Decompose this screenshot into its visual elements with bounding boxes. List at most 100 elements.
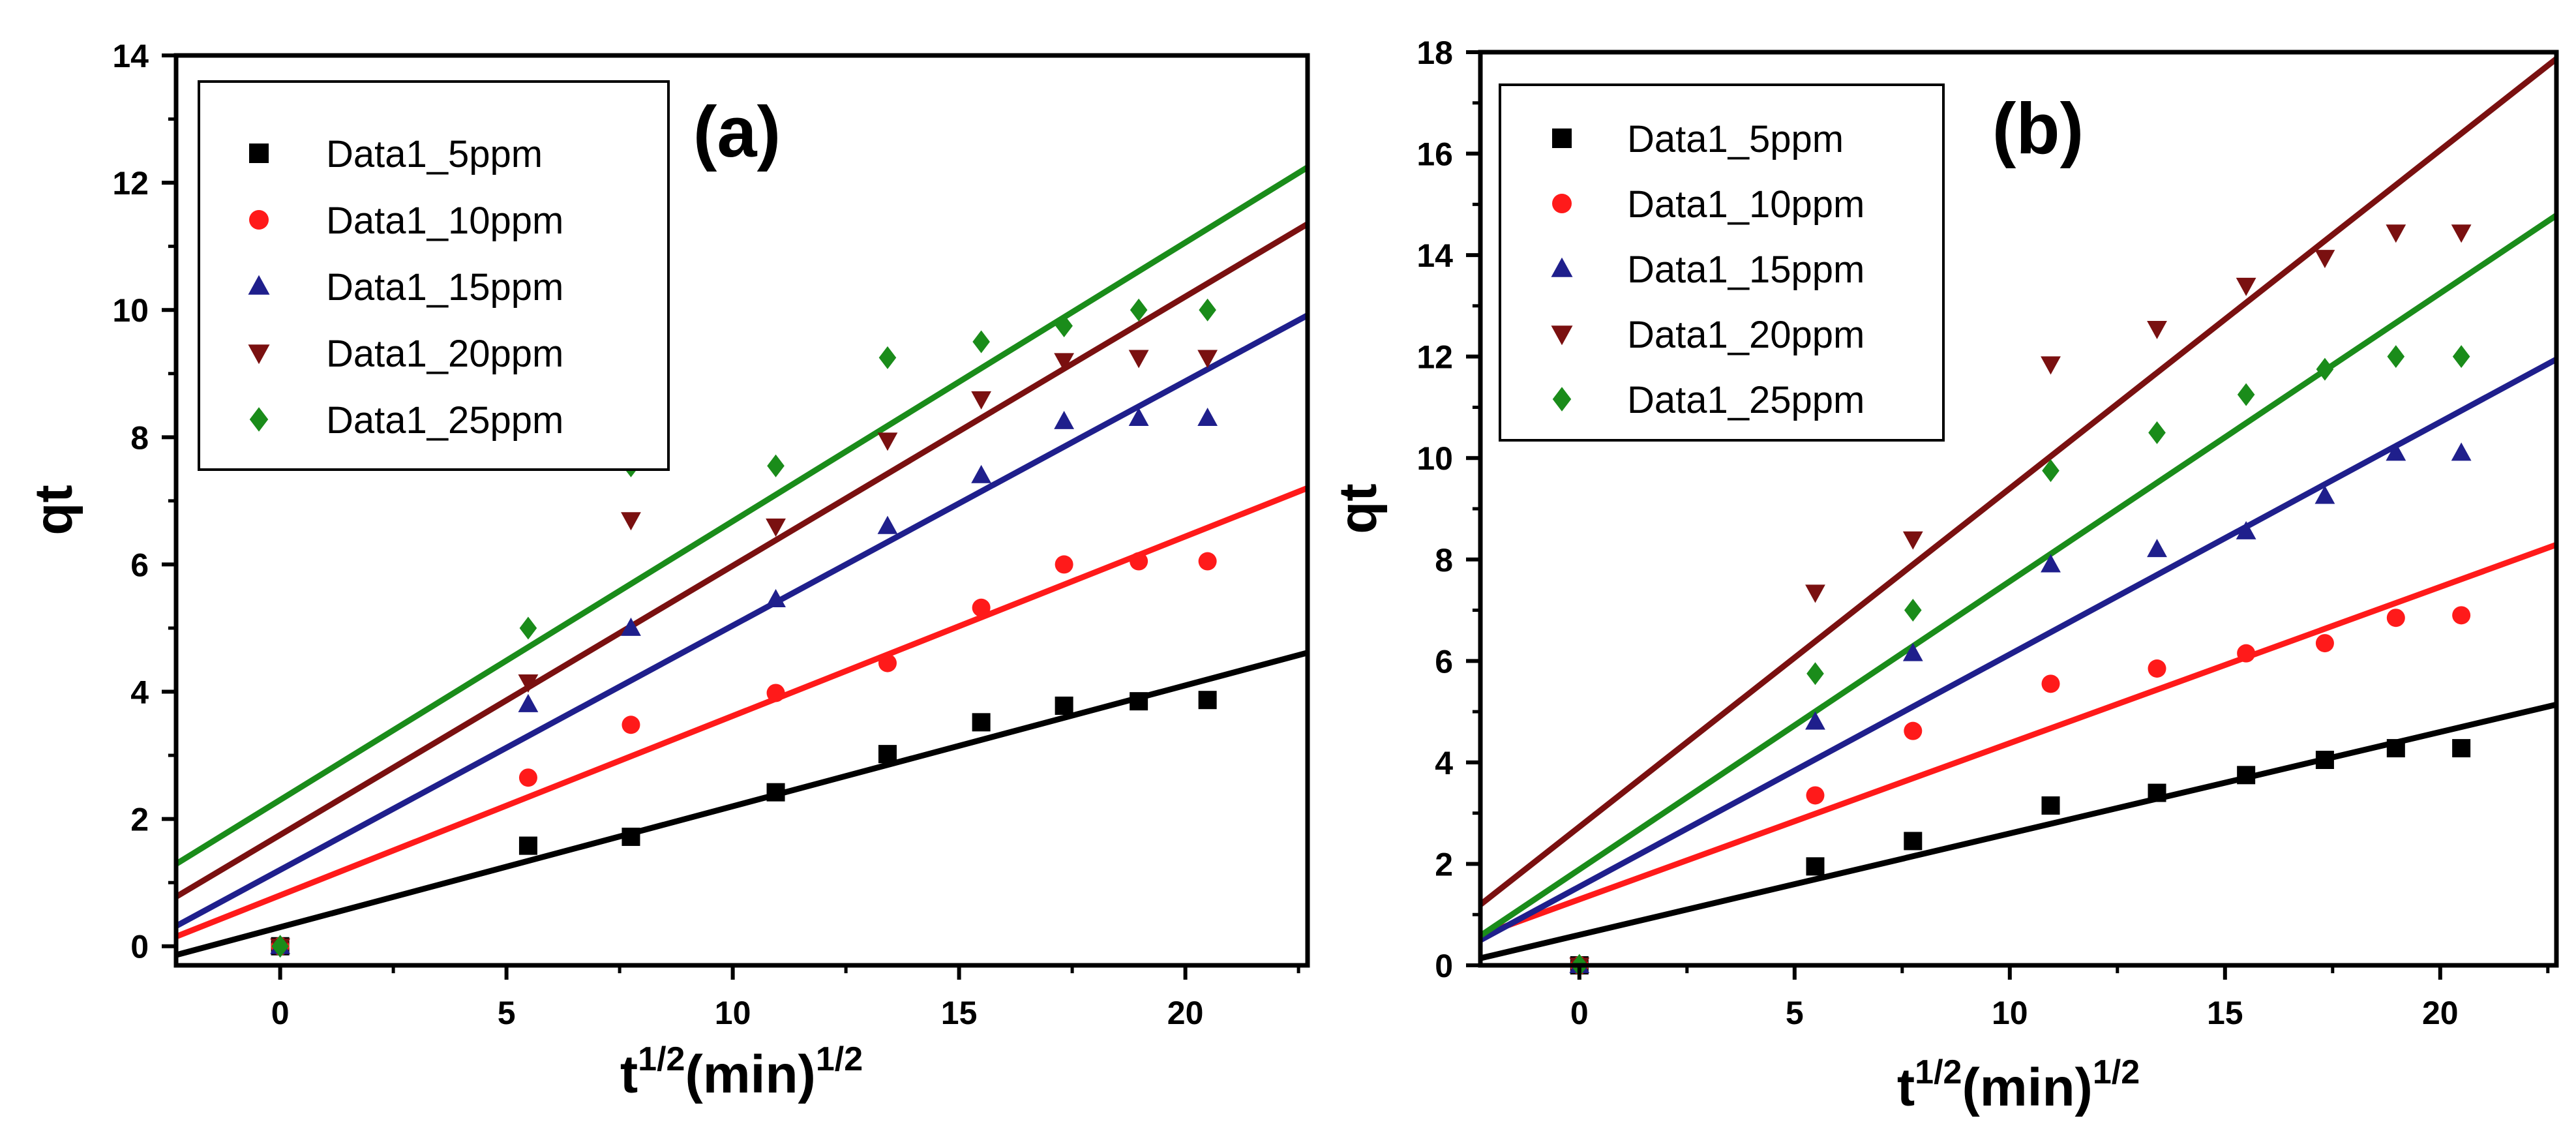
y-axis-title: qt bbox=[1328, 483, 1388, 534]
data-point bbox=[1904, 832, 1923, 851]
x-axis-title-base: t bbox=[1897, 1058, 1915, 1117]
data-point bbox=[1199, 298, 1216, 322]
data-point bbox=[2386, 739, 2405, 758]
fit-line-data1-10ppm bbox=[1480, 541, 2556, 939]
data-point bbox=[2451, 442, 2472, 461]
legend-marker bbox=[1552, 194, 1572, 213]
y-tick-label: 12 bbox=[112, 165, 149, 202]
data-point bbox=[2386, 442, 2406, 461]
legend-marker bbox=[1552, 387, 1572, 412]
data-point bbox=[2148, 783, 2166, 802]
data-point bbox=[1130, 552, 1148, 571]
legend-marker bbox=[249, 143, 269, 163]
x-axis: 0 5 10 15 20 bbox=[1570, 965, 2550, 1031]
data-point bbox=[2452, 345, 2470, 369]
data-point bbox=[878, 654, 897, 672]
data-point bbox=[2042, 459, 2059, 483]
data-point bbox=[2451, 224, 2472, 243]
data-point bbox=[2148, 421, 2166, 444]
y-tick-label: 6 bbox=[130, 547, 149, 583]
x-tick-label: 15 bbox=[941, 995, 978, 1031]
chart-panel-b: 0 5 10 15 20024681012141618t1/2(min)1/2qt(b)… bbox=[1328, 35, 2559, 1117]
y-tick-label: 2 bbox=[130, 802, 149, 838]
series-data1-10ppm bbox=[271, 552, 1217, 956]
y-axis: 0 2 4 6 8 10 12 14 bbox=[112, 38, 176, 965]
data-point bbox=[2314, 485, 2335, 504]
y-tick-label: 12 bbox=[1416, 339, 1453, 376]
fit-lines bbox=[176, 164, 1308, 958]
legend-label: Data1_15ppm bbox=[326, 266, 563, 309]
data-point bbox=[621, 617, 641, 636]
chart-panel-a: 0 5 10 15 2002468101214t1/2(min)1/2qt(a)Data… bbox=[24, 38, 1310, 1104]
data-point bbox=[1130, 692, 1148, 711]
data-point bbox=[1806, 786, 1825, 805]
data-point bbox=[2452, 739, 2471, 758]
legend-box bbox=[198, 80, 670, 471]
data-point bbox=[1198, 552, 1217, 571]
data-point bbox=[1130, 298, 1148, 322]
x-axis: 0 5 10 15 20 bbox=[271, 965, 1300, 1031]
data-point bbox=[971, 464, 992, 483]
data-point bbox=[2386, 224, 2406, 243]
y-tick-label: 10 bbox=[1416, 440, 1453, 477]
fit-lines bbox=[1480, 56, 2556, 961]
legend-marker bbox=[1552, 128, 1572, 148]
data-point bbox=[2148, 659, 2166, 678]
y-tick-label: 4 bbox=[1435, 745, 1453, 781]
data-point bbox=[1806, 857, 1825, 876]
data-point bbox=[1128, 407, 1149, 426]
legend: Data1_5ppm Data1_10ppm Data1_15ppm Data1_20… bbox=[1499, 83, 1945, 442]
legend: Data1_5ppm Data1_10ppm Data1_15ppm Data1_20… bbox=[198, 80, 670, 471]
data-point bbox=[766, 588, 786, 607]
fit-line-data1-10ppm bbox=[176, 485, 1308, 940]
data-point bbox=[1055, 314, 1073, 338]
series-data1-15ppm bbox=[270, 407, 1218, 954]
x-axis-title-mid: (min) bbox=[1962, 1058, 2092, 1117]
legend-marker bbox=[1551, 325, 1573, 346]
data-point bbox=[767, 454, 785, 477]
data-point bbox=[1805, 711, 1825, 730]
x-tick-label: 10 bbox=[1992, 995, 2028, 1031]
x-tick-label: 20 bbox=[1167, 995, 1204, 1031]
legend-label: Data1_20ppm bbox=[326, 333, 563, 375]
data-point bbox=[1054, 410, 1075, 429]
data-point bbox=[972, 330, 990, 354]
fit-line-data1-25ppm bbox=[1480, 213, 2556, 939]
data-point bbox=[2452, 606, 2471, 625]
x-axis-title-sup2: 1/2 bbox=[2093, 1053, 2140, 1091]
fit-line-data1-25ppm bbox=[176, 164, 1308, 867]
legend-box bbox=[1499, 83, 1945, 442]
series-data1-15ppm bbox=[1569, 442, 2472, 973]
y-tick-label: 0 bbox=[1435, 948, 1453, 984]
legend-label: Data1_25ppm bbox=[1627, 379, 1865, 421]
data-point bbox=[2315, 634, 2334, 653]
data-point bbox=[878, 346, 897, 369]
data-point bbox=[621, 512, 641, 531]
legend-item: Data1_20ppm bbox=[248, 333, 563, 375]
data-point bbox=[1197, 350, 1218, 369]
legend-label: Data1_25ppm bbox=[326, 399, 563, 442]
data-point bbox=[518, 768, 537, 787]
data-point bbox=[2236, 520, 2256, 539]
y-tick-label: 16 bbox=[1416, 136, 1453, 173]
y-tick-label: 14 bbox=[1416, 237, 1453, 274]
plot-frame bbox=[173, 53, 1310, 968]
x-axis-title-mid: (min) bbox=[685, 1045, 815, 1104]
x-axis-title-sup1: 1/2 bbox=[638, 1040, 685, 1078]
data-point bbox=[972, 713, 991, 732]
legend-item: Data1_15ppm bbox=[1551, 249, 1865, 291]
x-tick-label: 20 bbox=[2422, 995, 2459, 1031]
data-point bbox=[971, 391, 992, 410]
data-point bbox=[2147, 539, 2167, 558]
data-point bbox=[2316, 357, 2334, 381]
data-point bbox=[1806, 662, 1824, 686]
data-point bbox=[1055, 555, 1073, 574]
legend-marker bbox=[249, 407, 269, 432]
x-tick-label: 5 bbox=[1786, 995, 1804, 1031]
data-point bbox=[2041, 554, 2061, 573]
x-axis-title: t1/2(min)1/2 bbox=[620, 1040, 863, 1104]
legend-label: Data1_10ppm bbox=[1627, 183, 1865, 226]
legend-marker bbox=[248, 275, 270, 295]
data-point bbox=[1805, 584, 1825, 603]
